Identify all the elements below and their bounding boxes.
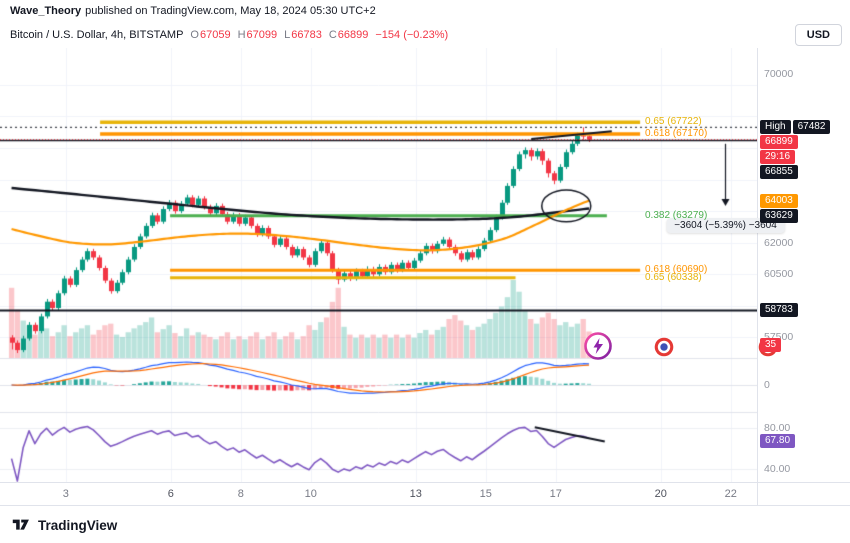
time-axis-label: 15 (479, 488, 492, 500)
lightning-icon (584, 332, 612, 360)
measure-label: −3604 (−5.39%) −3604 (666, 217, 785, 233)
rsi-axis-label: 40.00 (764, 462, 791, 475)
time-axis-label: 3 (62, 488, 69, 500)
roundel-icon (654, 337, 674, 357)
time-axis-label: 20 (654, 488, 667, 500)
candle-countdown-badge: 29:16 (760, 150, 796, 165)
author-link[interactable]: Wave_Theory (10, 5, 82, 17)
level-badge: 66855 (760, 165, 798, 180)
level-badge: 35 (760, 338, 782, 352)
level-badge: 63629 (760, 208, 798, 223)
open-value: O67059 (190, 29, 231, 41)
lightning-boost-sticker[interactable] (584, 332, 612, 365)
fib-level-label: 0.618 (60690) (645, 264, 708, 276)
high-price-badge: High 67482 (760, 120, 831, 135)
close-value: C66899 (328, 29, 369, 41)
rsi-axis-label: 80.00 (764, 422, 791, 435)
low-value: L66783 (284, 29, 322, 41)
price-axis-label: 70000 (764, 68, 794, 81)
brand-wordmark: TradingView (38, 517, 118, 533)
chart-canvas[interactable] (0, 48, 757, 482)
chart-region: 3 6 8 10 13 15 17 20 22 −3604 (−5.39%) −3604 (0, 48, 850, 505)
chart-legend: Bitcoin / U.S. Dollar, 4h, BITSTAMP O670… (10, 29, 448, 41)
time-axis[interactable]: 3 6 8 10 13 15 17 20 22 (0, 482, 850, 506)
level-badge: 64003 (760, 193, 798, 208)
fib-level-label: 0.65 (67722) (645, 116, 702, 128)
time-axis-label: 13 (409, 488, 422, 500)
tradingview-mark-icon (12, 519, 29, 530)
fib-level-label: 0.618 (67170) (645, 127, 708, 139)
symbol-bar: Bitcoin / U.S. Dollar, 4h, BITSTAMP O670… (0, 22, 850, 49)
fib-level-label: 0.65 (60338) (645, 271, 702, 283)
time-axis-label: 22 (724, 488, 737, 500)
time-axis-label: 6 (167, 488, 174, 500)
price-axis-label: 60500 (764, 268, 794, 281)
time-axis-label: 8 (237, 488, 244, 500)
fib-level-label: 0.382 (63279) (645, 209, 708, 221)
currency-button[interactable]: USD (794, 24, 842, 46)
symbol-description[interactable]: Bitcoin / U.S. Dollar, 4h, BITSTAMP (10, 29, 184, 41)
time-axis-label: 10 (304, 488, 317, 500)
high-value: H67099 (237, 29, 278, 41)
price-axis-label: 62000 (764, 236, 794, 249)
publish-bar: Wave_Theory published on TradingView.com… (0, 0, 850, 22)
time-axis-label: 17 (549, 488, 562, 500)
publish-info: published on TradingView.com, May 18, 20… (85, 5, 376, 17)
roundel-sticker-1[interactable] (654, 337, 674, 362)
footer-bar: TradingView (0, 505, 850, 543)
price-change: −154 (−0.23%) (375, 29, 449, 41)
level-badge: 58783 (760, 303, 798, 318)
tradingview-logo[interactable]: TradingView (12, 517, 117, 533)
rsi-value-badge: 67.80 (760, 433, 796, 448)
last-price-badge: 66899 (760, 135, 798, 150)
macd-zero-label: 0 (764, 379, 770, 391)
